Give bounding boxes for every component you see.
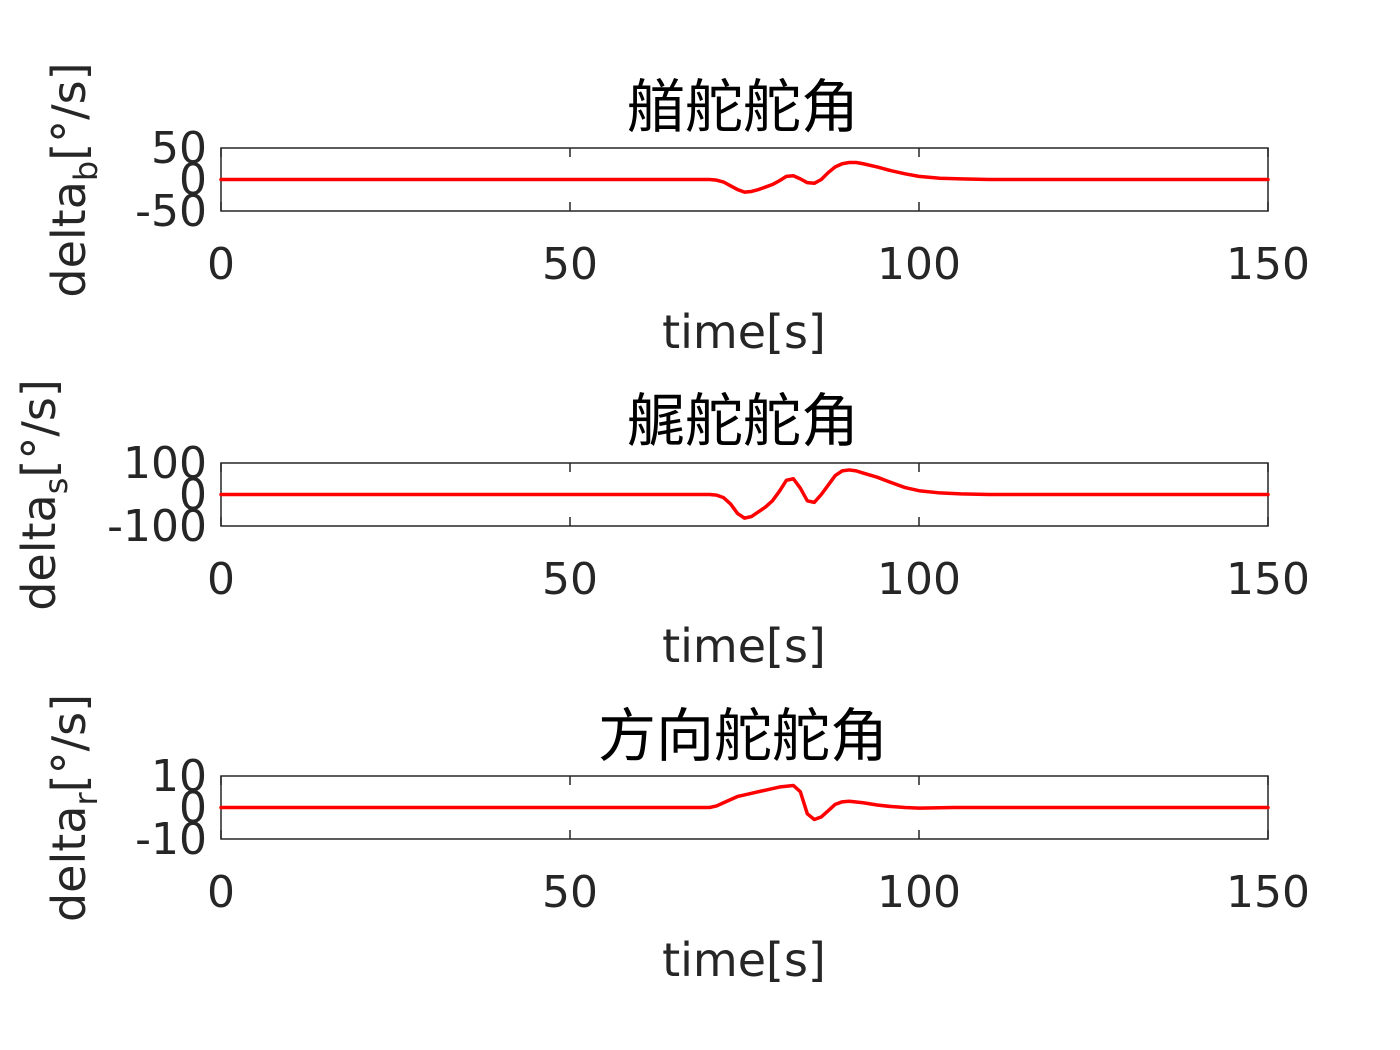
y-axis-label: deltas[°/s] (12, 379, 75, 611)
y-axis-label-main: delta (12, 494, 66, 611)
x-tick-label: 100 (877, 867, 961, 918)
x-tick-label: 0 (207, 867, 235, 918)
series-line (219, 783, 1270, 822)
subplot-title: 艏舵舵角 (627, 73, 859, 141)
subplot-rudder: 方向舵舵角 0 50 100 150 100-10 time[s] deltar[°/… (42, 694, 1310, 987)
y-tick-label: -100 (107, 501, 207, 552)
y-tick-label: -50 (135, 186, 207, 237)
x-tick-label: 50 (542, 239, 598, 290)
y-tick-label: 0 (179, 470, 207, 521)
y-axis-label-subscript: s (37, 478, 75, 495)
series-line (219, 160, 1270, 194)
x-tick-label: 0 (207, 554, 235, 605)
y-axis-label-main: delta (42, 181, 96, 298)
y-axis-label-unit: [°/s] (12, 379, 66, 477)
y-axis-label-main: delta (42, 806, 96, 923)
y-axis-label-unit: [°/s] (42, 62, 96, 160)
x-tick-label: 100 (877, 239, 961, 290)
y-tick-labels: 100-10 (135, 751, 207, 865)
x-tick-label: 50 (542, 554, 598, 605)
y-tick-label: 0 (179, 155, 207, 206)
x-tick-label: 0 (207, 239, 235, 290)
x-axis-label: time[s] (662, 305, 826, 359)
y-axis-label-subscript: b (67, 161, 105, 181)
y-axis-label-subscript: r (67, 792, 105, 806)
x-axis-label: time[s] (662, 619, 826, 673)
subplot-bow-rudder: 艏舵舵角 0 50 100 150 500-50 time[s] deltab[°/s… (42, 62, 1310, 359)
y-tick-label: 100 (123, 438, 207, 489)
x-tick-label: 150 (1226, 867, 1310, 918)
y-tick-label: 50 (151, 123, 207, 174)
series-line (219, 468, 1270, 520)
x-tick-labels: 0 50 100 150 (207, 239, 1310, 290)
y-tick-label: 0 (179, 783, 207, 834)
y-tick-labels: 500-50 (135, 123, 207, 237)
y-tick-label: -10 (135, 814, 207, 865)
x-axis-label: time[s] (662, 933, 826, 987)
y-axis-label-unit: [°/s] (42, 694, 96, 792)
y-axis-label: deltar[°/s] (42, 694, 105, 922)
x-tick-labels: 0 50 100 150 (207, 554, 1310, 605)
subplot-title: 方向舵舵角 (598, 702, 888, 770)
x-tick-label: 50 (542, 867, 598, 918)
subplot-title: 艉舵舵角 (627, 387, 859, 455)
y-tick-label: 10 (151, 751, 207, 802)
x-tick-label: 150 (1226, 239, 1310, 290)
x-tick-label: 100 (877, 554, 961, 605)
x-tick-label: 150 (1226, 554, 1310, 605)
y-axis-label: deltab[°/s] (42, 62, 105, 297)
x-tick-labels: 0 50 100 150 (207, 867, 1310, 918)
